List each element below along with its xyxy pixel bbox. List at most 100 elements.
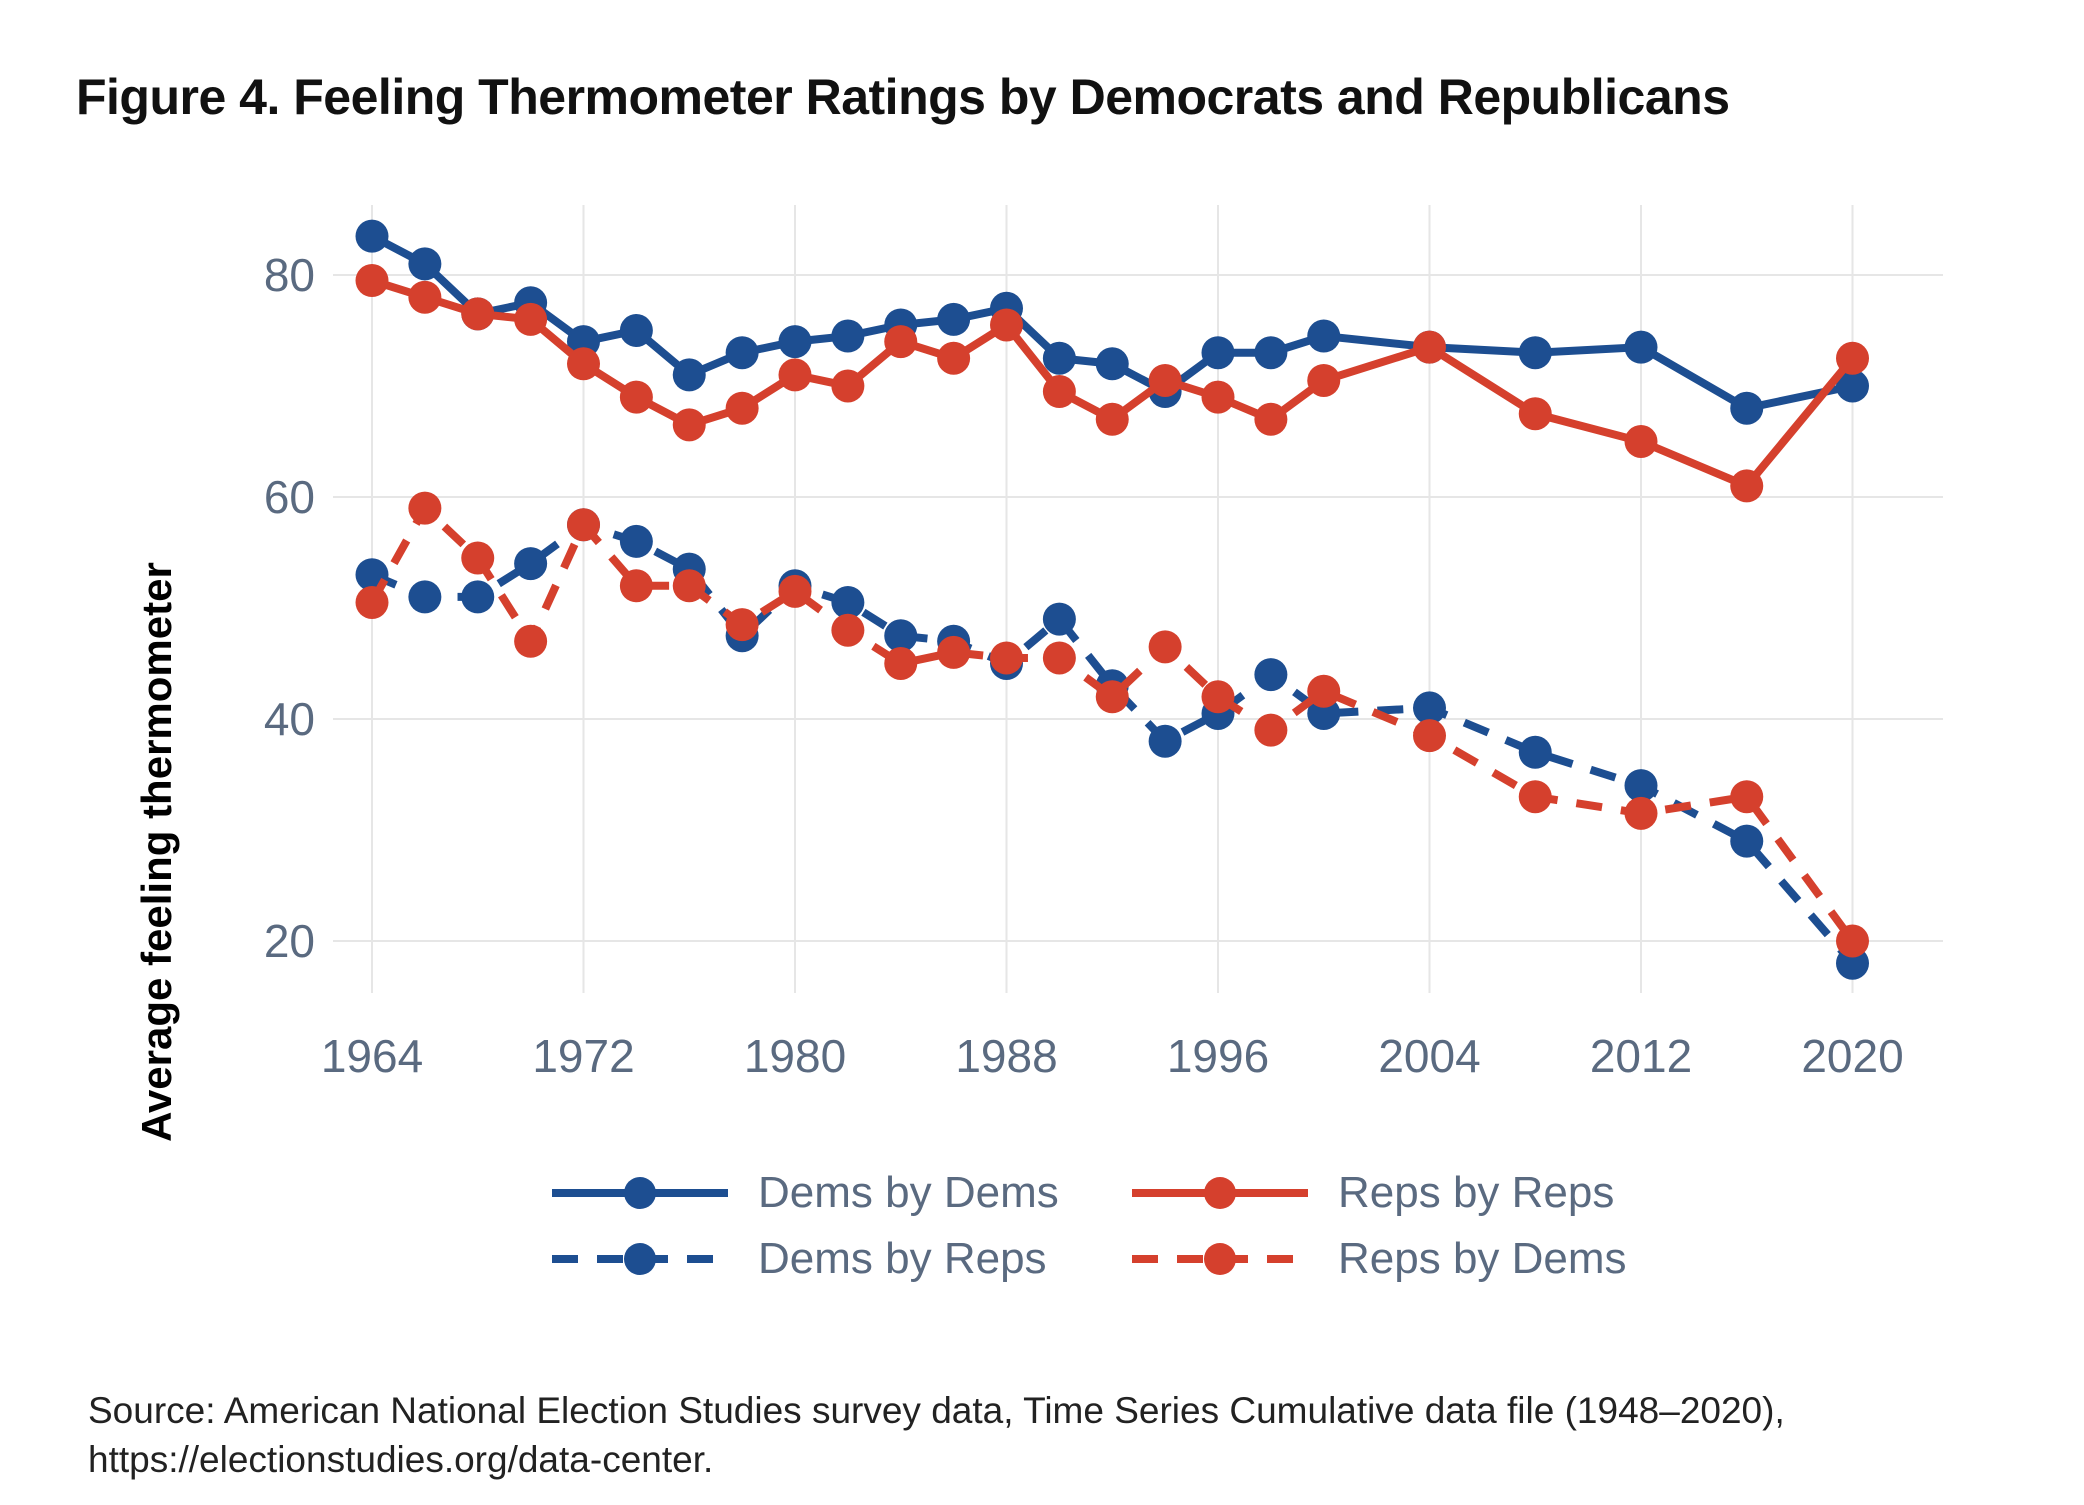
source-line-1: Source: American National Election Studi…: [88, 1390, 1785, 1431]
data-point-reps-by-dems-2016: [1730, 780, 1764, 814]
data-point-reps-by-dems-1990: [1042, 641, 1076, 675]
x-tick-label: 2020: [1801, 1030, 1903, 1082]
data-point-dems-by-dems-1964: [355, 219, 389, 253]
data-point-reps-by-reps-2004: [1413, 330, 1446, 364]
data-point-reps-by-reps-1968: [461, 297, 495, 331]
x-tick-label: 1964: [321, 1030, 423, 1082]
legend-item-dems-by-dems: Dems by Dems: [552, 1168, 1132, 1218]
data-point-dems-by-dems-2008: [1518, 336, 1552, 370]
series-reps-by-reps: [355, 264, 1869, 503]
data-point-dems-by-dems-1976: [672, 358, 706, 392]
data-point-reps-by-reps-1992: [1095, 402, 1129, 436]
data-point-reps-by-dems-1966: [408, 491, 442, 525]
data-point-dems-by-dems-1978: [725, 336, 759, 370]
data-point-dems-by-dems-2012: [1624, 330, 1658, 364]
x-tick-label: 1988: [955, 1030, 1057, 1082]
legend-swatch-dashed-blue: [552, 1243, 728, 1275]
data-point-dems-by-reps-1990: [1042, 602, 1076, 636]
data-point-reps-by-dems-1998: [1254, 713, 1288, 747]
data-point-dems-by-reps-2004: [1413, 691, 1446, 725]
data-point-dems-by-reps-2012: [1624, 769, 1658, 803]
figure-title: Figure 4. Feeling Thermometer Ratings by…: [76, 69, 1730, 125]
data-point-reps-by-dems-1988: [990, 641, 1023, 675]
data-point-reps-by-dems-1982: [831, 613, 865, 647]
data-point-reps-by-dems-1996: [1201, 680, 1235, 714]
gridlines: [333, 205, 1943, 993]
data-point-reps-by-reps-1974: [619, 380, 653, 414]
data-point-dems-by-dems-1992: [1095, 347, 1129, 381]
series-line-dems-by-reps: [370, 520, 1856, 966]
legend-label: Reps by Dems: [1338, 1234, 1627, 1283]
series-reps-by-dems: [355, 491, 1869, 958]
data-point-reps-by-dems-2004: [1413, 719, 1446, 753]
data-point-reps-by-reps-1964: [355, 264, 389, 298]
data-point-reps-by-dems-1992: [1095, 680, 1129, 714]
data-point-dems-by-dems-1982: [831, 319, 865, 353]
legend-label: Dems by Dems: [758, 1168, 1059, 1217]
data-point-reps-by-reps-1976: [672, 408, 706, 442]
data-point-dems-by-dems-2000: [1307, 319, 1341, 353]
x-tick-label: 2012: [1590, 1030, 1692, 1082]
data-point-reps-by-dems-1968: [461, 541, 495, 575]
data-point-reps-by-reps-1996: [1201, 380, 1235, 414]
data-point-reps-by-dems-1980: [778, 574, 812, 608]
legend-label: Reps by Reps: [1338, 1168, 1615, 1217]
data-point-reps-by-reps-1984: [884, 325, 918, 359]
source-note: Source: American National Election Studi…: [88, 1386, 1785, 1484]
data-point-reps-by-reps-1988: [990, 308, 1023, 342]
data-point-dems-by-reps-1968: [461, 580, 495, 614]
data-point-reps-by-dems-2012: [1624, 796, 1658, 830]
data-point-dems-by-dems-1974: [619, 314, 653, 347]
legend-swatch-solid-blue: [552, 1177, 728, 1209]
x-tick-label: 1972: [532, 1030, 634, 1082]
data-point-dems-by-reps-1998: [1254, 658, 1288, 692]
y-tick-label: 20: [264, 915, 315, 967]
data-point-reps-by-reps-2020: [1836, 341, 1869, 375]
data-point-reps-by-dems-1974: [619, 569, 653, 603]
data-point-reps-by-dems-1976: [672, 569, 706, 603]
y-tick-label: 40: [264, 693, 315, 745]
data-point-dems-by-dems-1996: [1201, 336, 1235, 370]
data-point-reps-by-dems-1972: [567, 508, 600, 542]
data-point-reps-by-dems-1984: [884, 647, 918, 680]
data-point-dems-by-dems-2016: [1730, 391, 1764, 425]
data-point-reps-by-dems-2008: [1518, 780, 1552, 814]
data-point-reps-by-reps-1978: [725, 391, 759, 425]
data-point-dems-by-dems-1990: [1042, 341, 1076, 375]
x-tick-label: 2004: [1378, 1030, 1480, 1082]
data-point-dems-by-reps-1974: [619, 524, 653, 558]
data-point-dems-by-reps-1966: [408, 580, 442, 614]
data-point-dems-by-dems-1998: [1254, 336, 1288, 370]
data-point-reps-by-reps-2016: [1730, 469, 1764, 503]
data-point-reps-by-reps-1972: [567, 347, 600, 381]
data-point-reps-by-dems-1994: [1148, 630, 1182, 664]
data-point-reps-by-dems-1986: [937, 635, 971, 669]
data-point-reps-by-reps-1970: [514, 302, 548, 336]
data-point-dems-by-reps-1982: [831, 585, 865, 619]
chart-legend: Dems by Dems Reps by Reps Dems by Reps R…: [552, 1160, 1712, 1292]
axis-tick-labels: 20 40 60 80 1964 1972 1980 1988 1996 2004 2012 2020: [264, 249, 1904, 1082]
legend-item-reps-by-reps: Reps by Reps: [1132, 1168, 1712, 1218]
data-point-reps-by-reps-1998: [1254, 402, 1288, 436]
y-tick-label: 80: [264, 249, 315, 301]
data-point-reps-by-dems-1964: [355, 585, 389, 619]
data-point-dems-by-reps-2008: [1518, 735, 1552, 769]
data-point-reps-by-reps-2012: [1624, 425, 1658, 458]
data-point-dems-by-reps-1970: [514, 547, 548, 581]
data-point-reps-by-dems-2020: [1836, 924, 1869, 958]
source-line-2: https://electionstudies.org/data-center.: [88, 1439, 714, 1480]
data-point-reps-by-reps-1980: [778, 358, 812, 392]
data-point-reps-by-reps-1990: [1042, 375, 1076, 409]
legend-swatch-solid-red: [1132, 1177, 1308, 1209]
y-tick-label: 60: [264, 471, 315, 523]
series-line-reps-by-reps: [370, 276, 1856, 491]
data-point-reps-by-reps-2008: [1518, 397, 1552, 431]
x-tick-label: 1980: [744, 1030, 846, 1082]
data-point-dems-by-reps-1984: [884, 619, 918, 653]
legend-item-dems-by-reps: Dems by Reps: [552, 1234, 1132, 1284]
data-point-dems-by-dems-1986: [937, 302, 971, 336]
data-point-reps-by-dems-1978: [725, 608, 759, 642]
data-point-dems-by-dems-2020: [1836, 369, 1869, 403]
data-point-reps-by-reps-2000: [1307, 363, 1341, 397]
legend-label: Dems by Reps: [758, 1234, 1047, 1283]
